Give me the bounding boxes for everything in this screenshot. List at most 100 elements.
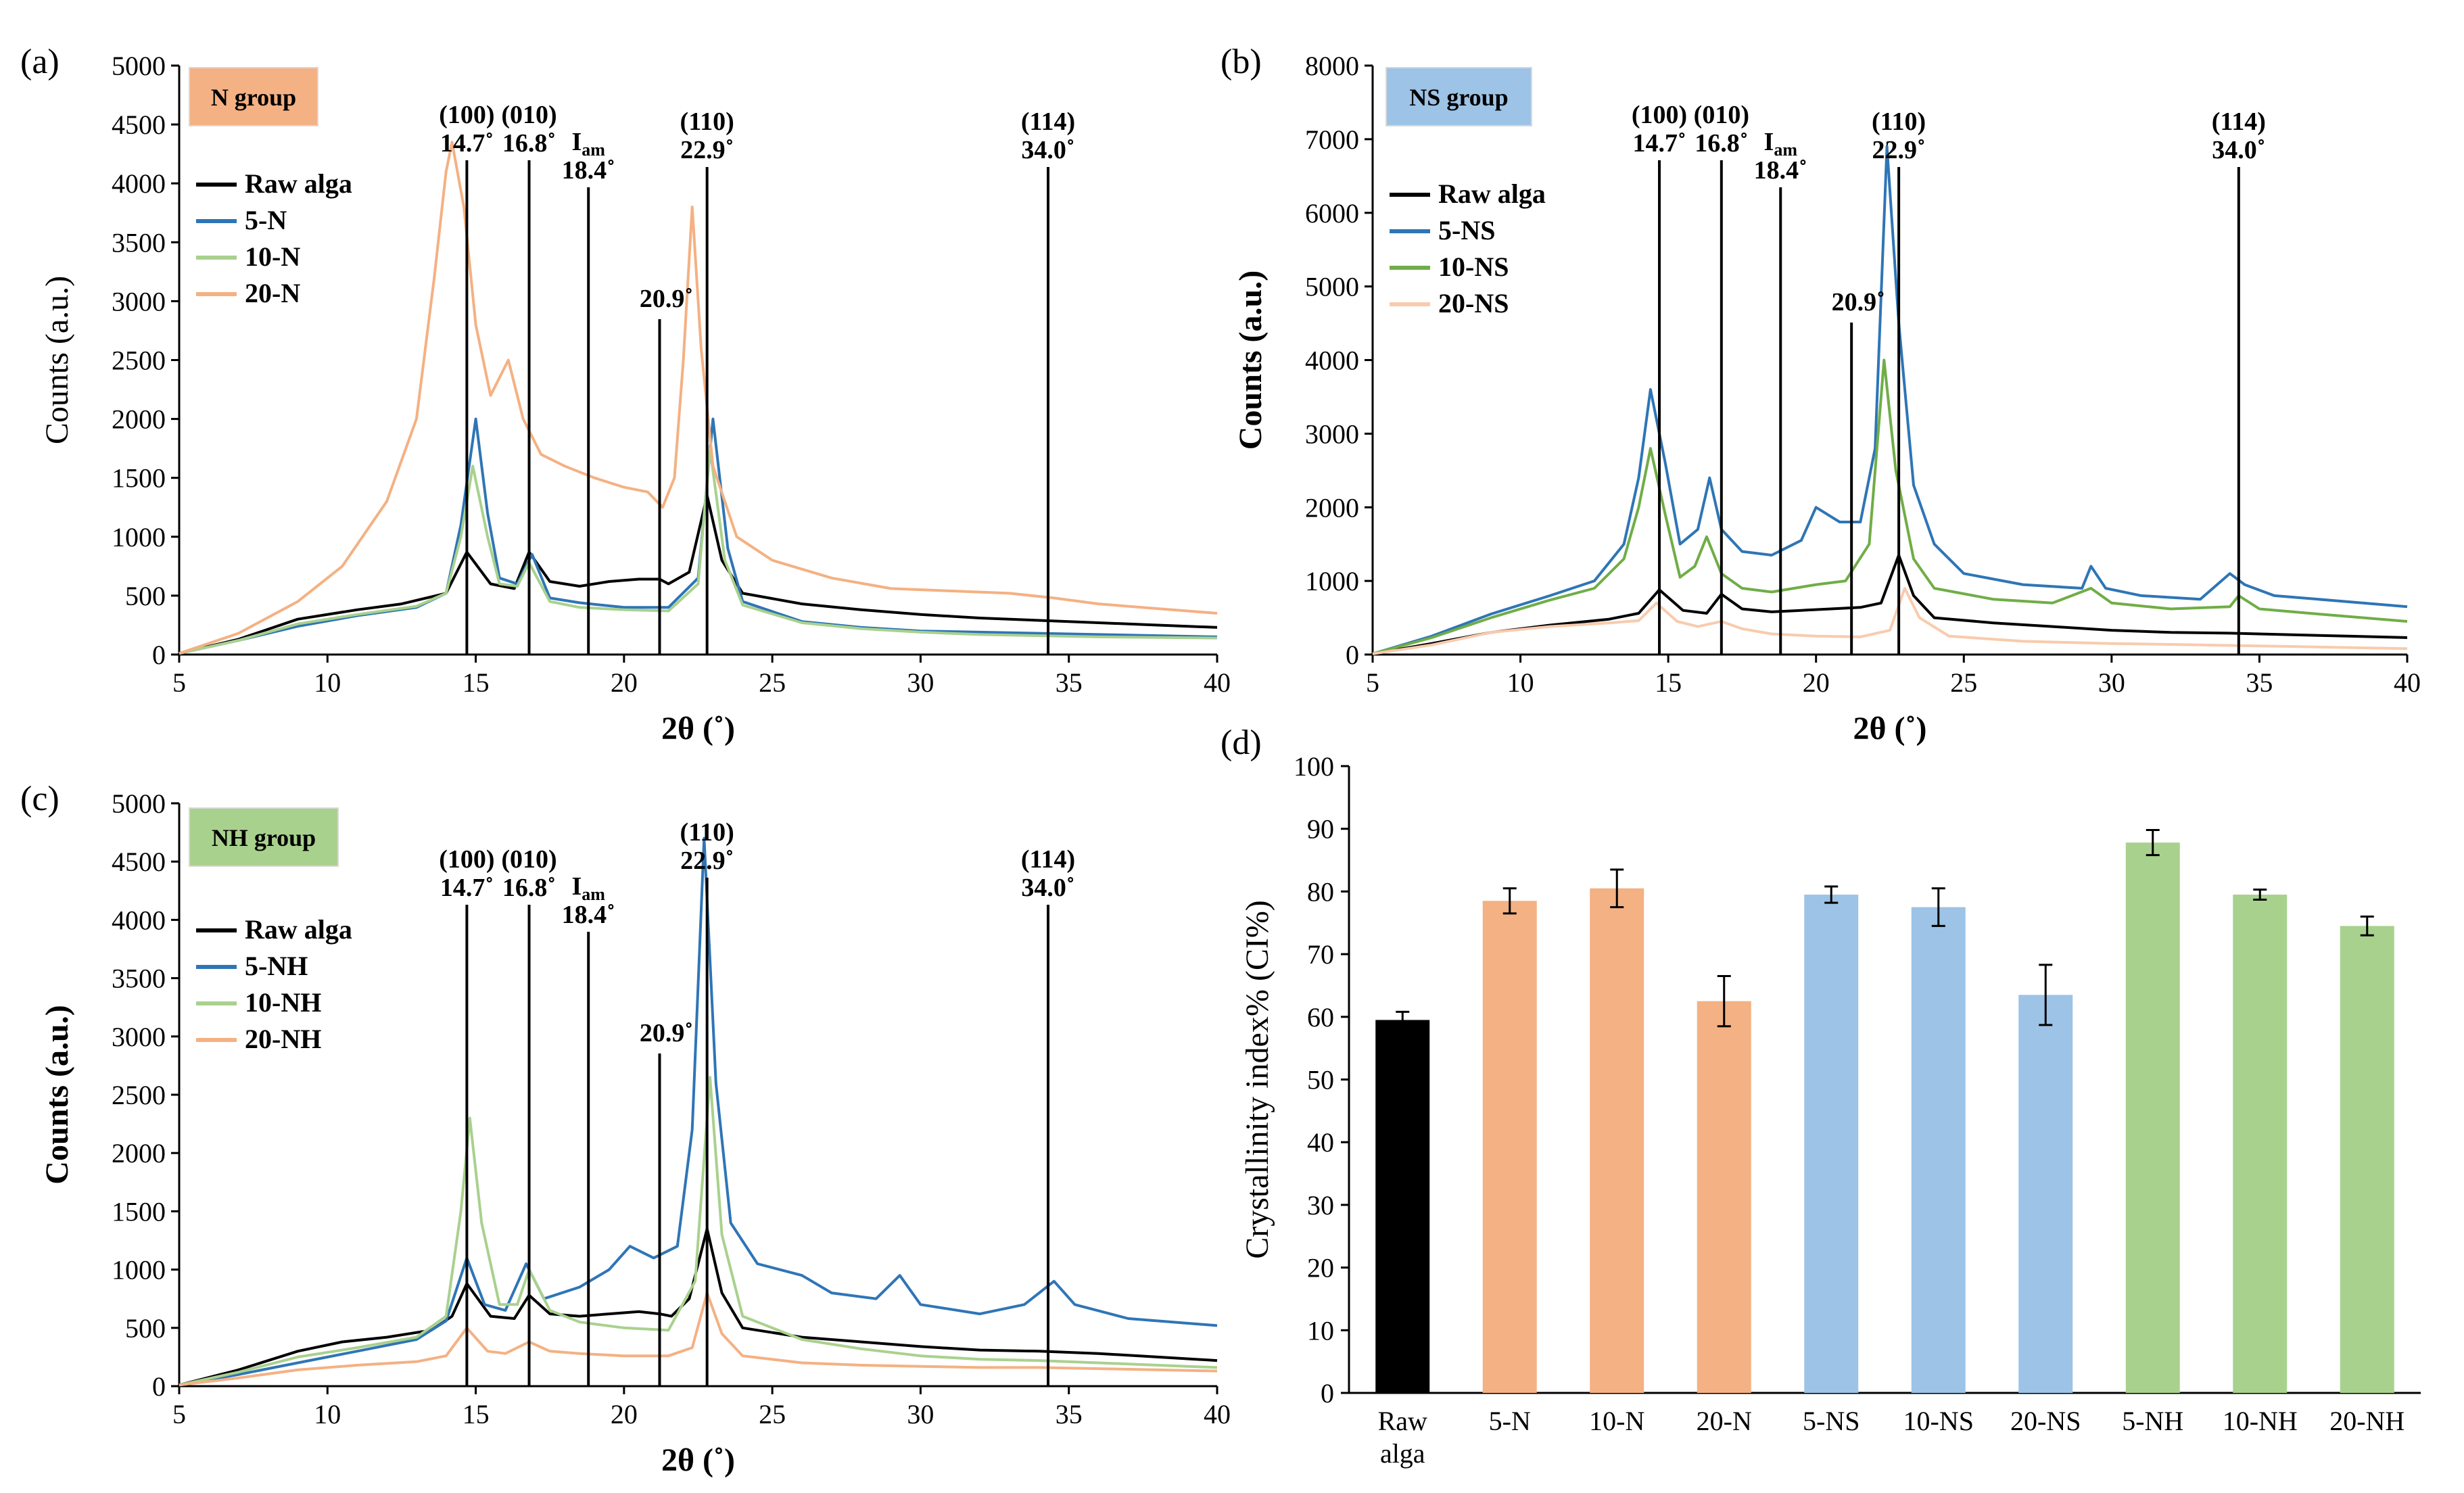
x-tick-label: 20-N [1697,1406,1752,1436]
peak-20-9-label: 20.9˚ [640,1019,693,1047]
series-line-5-nh [179,836,1218,1387]
y-tick-label: 0 [152,640,166,670]
peak-hkl-label: Iam [1764,128,1798,160]
x-tick-label: alga [1380,1438,1425,1469]
y-tick-label: 500 [125,581,166,611]
x-tick-label: Raw [1378,1406,1427,1436]
series-line-20-n [179,141,1218,655]
x-tick-label: 30 [907,667,934,698]
series-line-20-nh [179,1291,1218,1387]
peak-angle-label: 22.9˚ [1872,136,1926,164]
y-tick-label: 90 [1307,814,1334,845]
peak-angle-label: 18.4˚ [562,901,615,929]
x-tick-label: 20 [611,1399,638,1429]
y-tick-label: 70 [1307,939,1334,970]
y-tick-label: 1000 [112,522,166,552]
y-tick-label: 3000 [1305,419,1359,449]
y-tick-label: 2000 [112,1138,166,1168]
x-tick-label: 40 [2394,667,2421,698]
bar [2233,895,2288,1393]
y-tick-label: 4000 [112,905,166,935]
legend-label: 5-N [245,205,287,235]
x-tick-label: 20 [611,667,638,698]
legend-label: 20-NH [245,1024,321,1054]
peak-20-9-label: 20.9˚ [640,285,693,313]
peak-hkl-label: (114) [1021,108,1075,136]
bar [2340,926,2394,1393]
peak-hkl-label: (100) [439,845,494,874]
x-axis-label: 2θ (˚) [661,1442,735,1478]
peak-angle-label: 18.4˚ [1754,156,1807,185]
y-axis-label: Counts (a.u.) [1233,270,1269,450]
peak-hkl-label: (010) [1694,101,1749,129]
group-box [189,807,339,867]
peak-hkl-label: (114) [2212,108,2266,136]
x-tick-label: 40 [1204,667,1231,698]
x-tick-label: 5-NH [2122,1406,2183,1436]
xrd-chart-2: (c) 0 500 1000 1500 2000 2500 3000 3500 4000 4500 5… [20,780,1231,1478]
bar [2018,995,2073,1393]
panel-label: (d) [1221,724,1262,762]
peak-angle-label: 14.7˚ [440,874,494,902]
bar-chart: (d) 0 10 20 30 40 50 60 70 80 90 100 Crystallinity i… [1221,724,2421,1469]
peak-angle-label: 18.4˚ [562,156,615,185]
y-tick-label: 4000 [112,168,166,199]
y-tick-label: 2000 [112,404,166,435]
x-tick-label: 10 [314,1399,341,1429]
bar [1482,901,1537,1393]
legend-label: 5-NH [245,951,308,981]
y-tick-label: 3500 [112,964,166,994]
peak-angle-label: 34.0˚ [1021,874,1074,902]
bar [1697,1001,1751,1393]
y-tick-label: 8000 [1305,51,1359,81]
legend-label: Raw alga [1438,179,1546,209]
series-line-10-n [179,447,1218,655]
y-tick-label: 3000 [112,1022,166,1052]
x-tick-label: 15 [463,1399,490,1429]
x-tick-label: 5-NS [1803,1406,1859,1436]
x-tick-label: 10-N [1589,1406,1644,1436]
x-axis-label: 2θ (˚) [1853,711,1926,746]
x-tick-label: 10-NS [1903,1406,1974,1436]
y-tick-label: 0 [1321,1378,1334,1408]
peak-angle-label: 34.0˚ [1021,136,1074,164]
y-tick-label: 1500 [112,1196,166,1227]
peak-angle-label: 22.9˚ [680,847,734,875]
y-tick-label: 5000 [1305,272,1359,302]
peak-hkl-label: Iam [571,872,605,904]
legend-label: 20-NS [1438,288,1509,318]
series-line-raw-alga [179,1227,1218,1387]
x-tick-label: 15 [1655,667,1682,698]
series-line-20-ns [1372,587,2408,655]
x-tick-label: 5 [1366,667,1379,698]
y-tick-label: 4000 [1305,346,1359,376]
peak-hkl-label: (100) [1632,101,1687,129]
y-tick-label: 6000 [1305,198,1359,229]
legend-label: Raw alga [245,914,352,945]
peak-hkl-label: (100) [439,101,494,129]
series-line-raw-alga [1372,554,2408,655]
y-tick-label: 5000 [112,788,166,819]
bar [1804,895,1859,1393]
legend-label: 5-NS [1438,215,1495,245]
peak-hkl-label: Iam [571,128,605,160]
y-tick-label: 2500 [112,346,166,376]
group-label: NS group [1409,84,1508,111]
y-tick-label: 5000 [112,51,166,81]
y-tick-label: 2000 [1305,492,1359,523]
y-tick-label: 0 [1346,640,1359,670]
peak-hkl-label: (114) [1021,845,1075,874]
y-tick-label: 3500 [112,227,166,258]
y-tick-label: 20 [1307,1253,1334,1283]
peak-hkl-label: (110) [680,108,734,136]
y-tick-label: 60 [1307,1002,1334,1033]
y-tick-label: 30 [1307,1190,1334,1221]
x-tick-label: 35 [1056,1399,1083,1429]
series-line-raw-alga [179,494,1218,655]
bar [1375,1020,1430,1393]
series-line-10-nh [179,1076,1218,1387]
y-tick-label: 2500 [112,1080,166,1110]
group-box [1385,67,1532,126]
peak-angle-label: 14.7˚ [440,129,494,158]
